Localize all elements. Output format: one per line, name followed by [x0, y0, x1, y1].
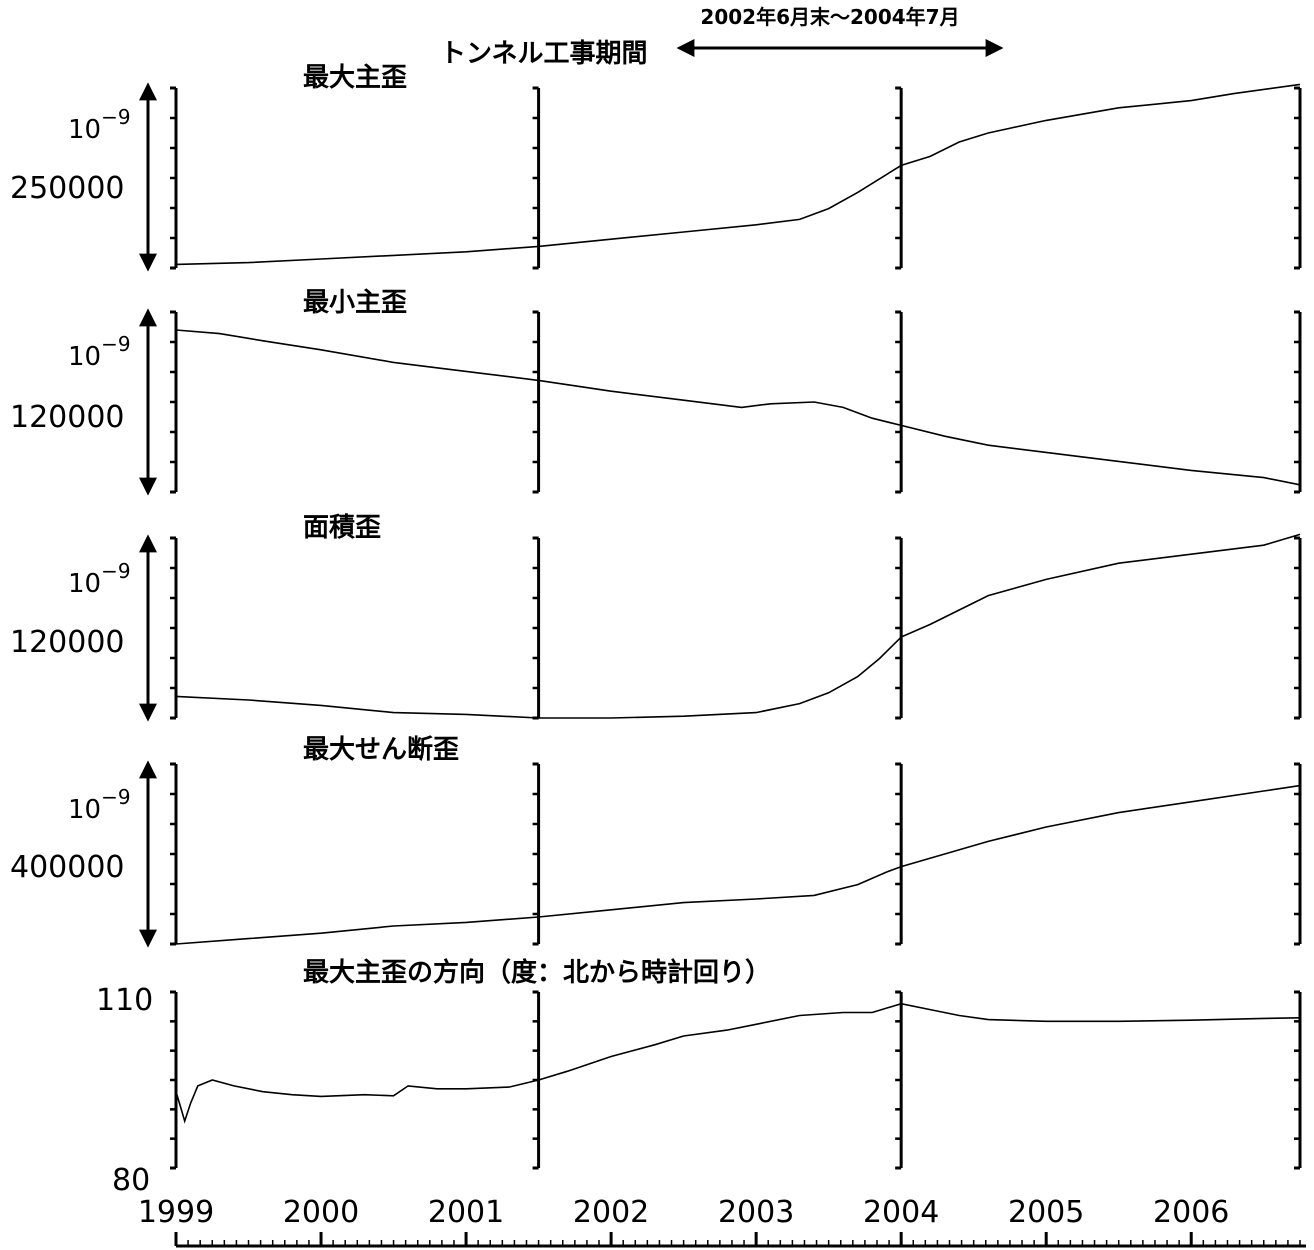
panel-max-principal: 最大主歪 10−9 250000: [10, 63, 1302, 272]
unit-exp-1: −9: [101, 105, 130, 129]
unit-base-4: 10: [68, 795, 101, 825]
panel-title-direction: 最大主歪の方向（度：北から時計回り）: [303, 957, 771, 988]
panel-direction: 最大主歪の方向（度：北から時計回り） 110 80: [96, 957, 1302, 1198]
series-line-min-principal: [175, 329, 1301, 486]
x-tick-label: 2003: [718, 1195, 794, 1230]
year-dividers-3: [170, 536, 1302, 720]
panel-title-max-shear: 最大せん断歪: [303, 734, 459, 765]
year-dividers-5: [170, 990, 1302, 1170]
x-tick-label: 2005: [1008, 1195, 1084, 1230]
tunnel-period-dates: 2002年6月末～2004年7月: [700, 5, 959, 29]
x-tick-label: 2002: [573, 1195, 649, 1230]
unit-label-2: 10−9: [68, 332, 131, 372]
x-axis-month-ticks: [174, 1232, 1301, 1246]
scale-label-3: 120000: [10, 625, 125, 660]
panel-areal: 面積歪 10−9 120000: [10, 513, 1302, 722]
series-line-max-shear: [175, 784, 1301, 945]
x-tick-label: 2000: [283, 1195, 359, 1230]
series-line-direction: [175, 1002, 1301, 1124]
unit-label-1: 10−9: [68, 105, 131, 145]
year-dividers-2: [170, 310, 1302, 494]
unit-exp-3: −9: [101, 559, 130, 583]
y-tick-110: 110: [96, 983, 153, 1018]
unit-exp-2: −9: [101, 332, 130, 356]
unit-base-1: 10: [68, 115, 101, 145]
x-tick-label: 2001: [428, 1195, 504, 1230]
year-dividers-1: [170, 86, 1302, 270]
series-line-areal: [175, 533, 1301, 719]
panel-min-principal: 最小主歪 10−9 120000: [10, 288, 1302, 496]
scale-label-1: 250000: [10, 171, 125, 206]
scale-label-2: 120000: [10, 400, 125, 435]
year-dividers-4: [170, 762, 1302, 946]
scale-label-4: 400000: [10, 850, 125, 885]
series-line-max-principal: [175, 83, 1301, 266]
x-tick-label: 1999: [138, 1195, 214, 1230]
panel-max-shear: 最大せん断歪 10−9 400000: [10, 734, 1302, 948]
tunnel-period-label: トンネル工事期間: [440, 39, 647, 69]
y-tick-80: 80: [112, 1163, 150, 1198]
x-axis: 1999 2000 2001 2002 2003 2004 2005 2006: [138, 1195, 1306, 1248]
unit-label-4: 10−9: [68, 785, 131, 825]
panel-title-areal: 面積歪: [303, 513, 381, 543]
panel-title-min-principal: 最小主歪: [303, 288, 407, 318]
tunnel-annotation: 2002年6月末～2004年7月 トンネル工事期間: [440, 5, 1004, 69]
x-axis-year-labels: 1999 2000 2001 2002 2003 2004 2005 2006: [138, 1195, 1230, 1230]
unit-label-3: 10−9: [68, 559, 131, 599]
x-tick-label: 2006: [1153, 1195, 1229, 1230]
unit-base-3: 10: [68, 569, 101, 599]
panel-title-max-principal: 最大主歪: [303, 63, 407, 93]
unit-base-2: 10: [68, 342, 101, 372]
x-tick-label: 2004: [863, 1195, 939, 1230]
unit-exp-4: −9: [101, 785, 130, 809]
